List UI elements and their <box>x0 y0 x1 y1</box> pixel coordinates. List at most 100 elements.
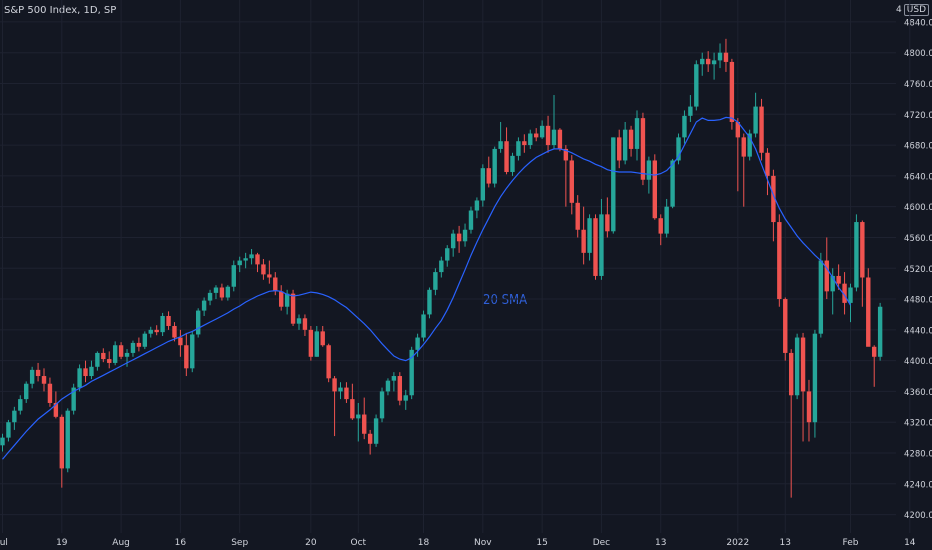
candle-body <box>587 218 592 253</box>
date-tick-label: 18 <box>418 538 430 548</box>
candle-body <box>338 387 343 392</box>
candle-body <box>385 380 391 392</box>
candle-body <box>379 391 385 419</box>
candle-body <box>492 148 497 184</box>
price-tick-label: 4760.00 <box>904 80 932 90</box>
candle-body <box>634 118 640 149</box>
candle-body <box>771 175 776 223</box>
price-tick-label: 4240.00 <box>904 480 932 490</box>
price-tick-label: 4840.00 <box>904 18 932 28</box>
candle-body <box>510 155 515 173</box>
chart-title: S&P 500 Index, 1D, SP <box>4 5 117 16</box>
candle-body <box>836 275 841 284</box>
candle-body <box>450 233 456 249</box>
candle-body <box>207 292 213 301</box>
candle-body <box>190 334 195 369</box>
candle-body <box>753 106 758 134</box>
candle-body <box>812 333 818 423</box>
candle-body <box>474 200 480 211</box>
candle-body <box>35 369 41 377</box>
candle-body <box>255 254 260 265</box>
candle-body <box>765 152 770 176</box>
price-tick-label: 4800.00 <box>904 49 932 59</box>
candle-body <box>166 315 171 326</box>
price-tick-label: 4520.00 <box>904 265 932 275</box>
candle-body <box>71 387 76 411</box>
candle-body <box>848 287 853 303</box>
candle-body <box>824 260 829 292</box>
price-tick-label: 4400.00 <box>904 357 932 367</box>
candle-body <box>788 352 794 396</box>
candle-body <box>486 168 491 184</box>
date-tick-label: 2022 <box>726 538 749 548</box>
candle-body <box>332 378 337 392</box>
candle-body <box>551 129 557 146</box>
candle-body <box>231 265 236 287</box>
date-tick-label: 19 <box>56 538 68 548</box>
candle-body <box>195 310 201 335</box>
date-tick-label: 13 <box>655 538 666 548</box>
candle-body <box>605 214 610 232</box>
candle-body <box>557 129 563 149</box>
date-tick-label: Jul <box>0 538 8 548</box>
candle-body <box>705 58 711 65</box>
candle-body <box>172 325 177 338</box>
candle-body <box>676 137 681 161</box>
candle-body <box>611 137 616 232</box>
candle-body <box>95 352 100 367</box>
candle-body <box>267 274 272 278</box>
candle-body <box>569 160 574 203</box>
candle-body <box>29 369 35 384</box>
candle-body <box>41 376 47 384</box>
candle-body <box>628 129 634 149</box>
currency-prefix: 4 <box>896 5 902 15</box>
candle-body <box>462 229 468 242</box>
currency-label[interactable]: 4 USD <box>896 4 929 16</box>
candle-body <box>806 391 812 423</box>
candle-body <box>261 264 266 275</box>
candle-body <box>112 345 118 363</box>
candle-body <box>777 222 782 300</box>
candle-body <box>184 345 189 369</box>
sma-annotation: 20 SMA <box>483 293 528 308</box>
date-tick-label: 16 <box>175 538 187 548</box>
candle-body <box>717 52 723 61</box>
candle-body <box>367 433 373 444</box>
candle-body <box>563 148 569 161</box>
candle-body <box>219 287 225 298</box>
candle-body <box>427 289 432 315</box>
candle-body <box>279 291 284 307</box>
currency-badge[interactable]: USD <box>903 4 929 16</box>
candle-body <box>658 218 663 234</box>
candle-body <box>249 254 254 259</box>
candle-body <box>860 222 865 278</box>
candle-body <box>142 333 148 347</box>
candle-body <box>409 349 414 396</box>
candle-body <box>581 229 586 253</box>
date-tick-label: 15 <box>536 538 547 548</box>
candle-body <box>391 376 397 381</box>
candle-body <box>47 383 53 403</box>
price-tick-label: 4280.00 <box>904 450 932 460</box>
date-tick-label: Oct <box>351 538 367 548</box>
candle-body <box>622 129 628 161</box>
date-tick-label: Dec <box>593 538 610 548</box>
candle-body <box>89 366 94 377</box>
candle-body <box>735 121 741 138</box>
candle-body <box>314 331 319 357</box>
sma-line <box>2 116 852 460</box>
price-tick-label: 4640.00 <box>904 172 932 182</box>
candle-body <box>794 337 800 396</box>
candle-body <box>694 64 699 107</box>
candle-body <box>225 286 231 298</box>
candle-body <box>397 376 403 401</box>
candle-body <box>504 141 509 173</box>
candle-body <box>160 315 165 333</box>
candle-body <box>0 437 5 446</box>
date-tick-label: 20 <box>305 538 317 548</box>
candle-body <box>53 402 59 417</box>
candle-body <box>320 331 325 346</box>
candle-body <box>439 260 444 273</box>
price-tick-label: 4480.00 <box>904 296 932 306</box>
